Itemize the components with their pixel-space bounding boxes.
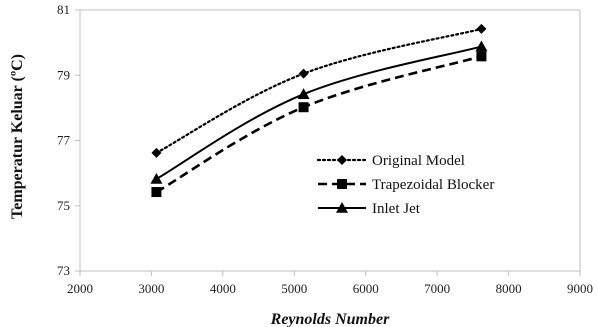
x-tick-label: 8000: [496, 281, 522, 296]
x-tick-label: 6000: [353, 281, 379, 296]
axes: 2000 3000 4000 5000 6000 7000 8000 9000 73 75 77 79…: [57, 2, 593, 296]
y-tick-label: 75: [57, 198, 70, 213]
series-trapezoidal-blocker: [151, 51, 487, 198]
legend-item: Original Model: [316, 153, 465, 169]
data-point: [297, 88, 310, 99]
legend-label: Original Model: [372, 153, 465, 169]
x-tick-label: 4000: [210, 281, 236, 296]
data-point: [151, 147, 162, 158]
x-tick-label: 9000: [567, 281, 593, 296]
x-tick-label: 7000: [424, 281, 450, 296]
legend-item: Trapezoidal Blocker: [318, 177, 494, 193]
legend-marker: [337, 155, 347, 165]
data-point: [476, 23, 487, 34]
series-inlet-jet: [150, 40, 488, 184]
series-group: [150, 23, 488, 198]
data-point: [150, 172, 163, 184]
data-point: [298, 102, 309, 113]
y-tick-label: 73: [57, 263, 70, 278]
legend-marker: [336, 202, 348, 213]
legend: Original Model Trapezoidal Blocker Inlet J…: [316, 153, 494, 217]
legend-item: Inlet Jet: [318, 201, 421, 217]
data-point: [475, 40, 488, 52]
legend-label: Inlet Jet: [372, 201, 421, 217]
x-tick-label: 2000: [67, 281, 93, 296]
data-point: [151, 187, 162, 198]
series-line: [155, 27, 483, 154]
x-tick-label: 3000: [138, 281, 164, 296]
data-point: [298, 68, 309, 79]
y-tick-label: 81: [57, 2, 70, 17]
y-axis-title: Temperatur Keluar (ºC): [9, 54, 26, 219]
x-tick-label: 5000: [281, 281, 307, 296]
legend-marker: [337, 179, 347, 189]
y-tick-label: 77: [57, 133, 71, 148]
legend-label: Trapezoidal Blocker: [372, 177, 494, 193]
series-original-model: [151, 23, 487, 158]
plot-frame: [79, 9, 581, 272]
data-point: [476, 51, 487, 62]
y-tick-label: 79: [57, 67, 70, 82]
x-axis-title: Reynolds Number: [270, 311, 390, 327]
